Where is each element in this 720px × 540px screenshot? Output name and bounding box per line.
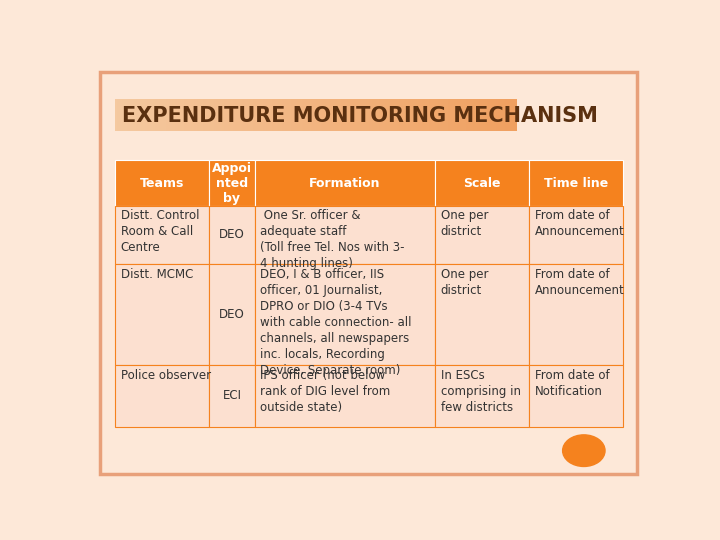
Text: One per
district: One per district [441,209,488,238]
Text: Police observer: Police observer [121,369,211,382]
Text: DEO: DEO [219,308,245,321]
Bar [529,206,623,264]
Text: ECI: ECI [222,389,241,402]
Bar [435,160,529,206]
Bar [209,160,255,206]
Text: From date of
Announcement: From date of Announcement [534,209,624,238]
Text: Scale: Scale [463,177,500,190]
Text: Distt. Control
Room & Call
Centre: Distt. Control Room & Call Centre [121,209,199,254]
Text: Appoi
nted
by: Appoi nted by [212,161,252,205]
Text: From date of
Notification: From date of Notification [534,369,609,397]
Bar [435,264,529,366]
Bar [435,206,529,264]
Text: One Sr. officer &
adequate staff
(Toll free Tel. Nos with 3-
4 hunting lines): One Sr. officer & adequate staff (Toll f… [261,209,405,270]
Bar [209,206,255,264]
Bar [435,366,529,427]
Text: Formation: Formation [309,177,381,190]
Bar [255,160,435,206]
Bar [115,264,209,366]
Bar [529,366,623,427]
Text: IPS officer (not below
rank of DIG level from
outside state): IPS officer (not below rank of DIG level… [261,369,390,414]
Bar [255,206,435,264]
Bar [529,264,623,366]
Circle shape [562,435,605,467]
Text: In ESCs
comprising in
few districts: In ESCs comprising in few districts [441,369,521,414]
Bar [115,160,209,206]
Bar [115,206,209,264]
Text: EXPENDITURE MONITORING MECHANISM: EXPENDITURE MONITORING MECHANISM [122,106,598,126]
Bar [209,264,255,366]
Bar [255,264,435,366]
Text: Distt. MCMC: Distt. MCMC [121,267,193,281]
Bar [255,366,435,427]
Text: Time line: Time line [544,177,608,190]
Text: DEO: DEO [219,228,245,241]
Bar [529,160,623,206]
Bar [209,366,255,427]
Bar [115,366,209,427]
Text: Teams: Teams [140,177,184,190]
Text: From date of
Announcement: From date of Announcement [534,267,624,296]
FancyBboxPatch shape [100,72,637,474]
Text: DEO, I & B officer, IIS
officer, 01 Journalist,
DPRO or DIO (3-4 TVs
with cable : DEO, I & B officer, IIS officer, 01 Jour… [261,267,412,376]
Text: One per
district: One per district [441,267,488,296]
